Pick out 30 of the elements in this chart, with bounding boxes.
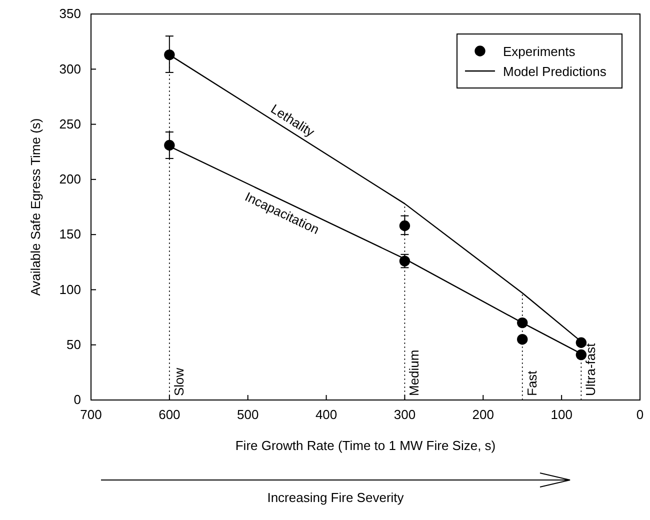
x-tick-label: 100 <box>550 407 572 422</box>
y-tick-label: 300 <box>59 61 81 76</box>
x-tick-label: 200 <box>472 407 494 422</box>
point <box>399 220 410 232</box>
ref-line-label: Medium <box>406 350 422 396</box>
point <box>164 140 175 151</box>
y-tick-label: 50 <box>66 337 81 352</box>
x-tick-label: 300 <box>394 407 416 422</box>
point <box>164 49 175 60</box>
y-tick-label: 0 <box>74 392 81 408</box>
legend-label: Experiments <box>503 44 576 59</box>
y-tick-label: 200 <box>59 172 81 187</box>
x-tick-label: 500 <box>237 407 259 422</box>
point <box>517 334 528 345</box>
y-tick-label: 100 <box>59 282 81 297</box>
x-axis-title: Fire Growth Rate (Time to 1 MW Fire Size, s) <box>235 438 496 453</box>
y-tick-label: 150 <box>59 226 81 242</box>
ref-line-label: Ultra-fast <box>583 342 598 396</box>
y-tick-label: 250 <box>59 116 81 132</box>
ref-line-label: Slow <box>171 367 186 396</box>
ref-line-label: Fast <box>524 370 540 396</box>
x-tick-label: 700 <box>80 407 102 422</box>
annotation: Model Predictions <box>503 64 607 79</box>
x-tick-label: 0 <box>636 407 644 422</box>
text: Increasing Fire Severity <box>267 490 404 505</box>
point <box>576 337 587 348</box>
y-tick-label: 350 <box>59 6 81 22</box>
x-tick-label: 600 <box>158 407 180 422</box>
y-axis-title: Available Safe Egress Time (s) <box>28 118 43 296</box>
x-tick-label: 400 <box>315 407 338 422</box>
